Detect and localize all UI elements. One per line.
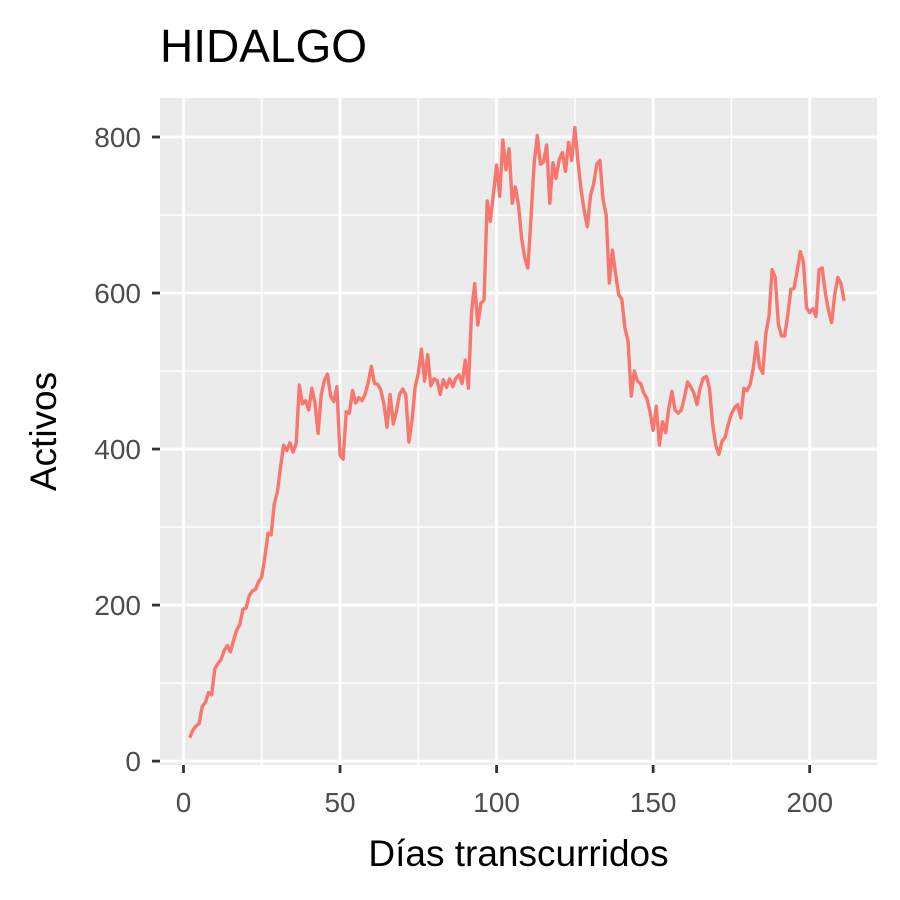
y-tick-label: 600 [94, 278, 141, 309]
chart-title: HIDALGO [160, 20, 367, 72]
x-tick-label: 100 [473, 787, 520, 818]
x-tick-label: 200 [786, 787, 833, 818]
y-tick-label: 800 [94, 122, 141, 153]
x-axis-title: Días transcurridos [368, 833, 668, 874]
y-tick-label: 400 [94, 434, 141, 465]
y-tick-label: 200 [94, 590, 141, 621]
x-tick-label: 0 [176, 787, 192, 818]
y-axis-title: Activos [23, 372, 64, 491]
x-axis: 0 50 100 150 200 [176, 765, 833, 818]
x-tick-label: 150 [630, 787, 677, 818]
series-line [188, 125, 846, 739]
y-tick-label: 0 [125, 746, 141, 777]
series-layer [188, 125, 846, 739]
grid-minor [160, 98, 877, 765]
y-axis: 0 200 400 600 800 [94, 122, 160, 777]
x-tick-label: 50 [324, 787, 355, 818]
